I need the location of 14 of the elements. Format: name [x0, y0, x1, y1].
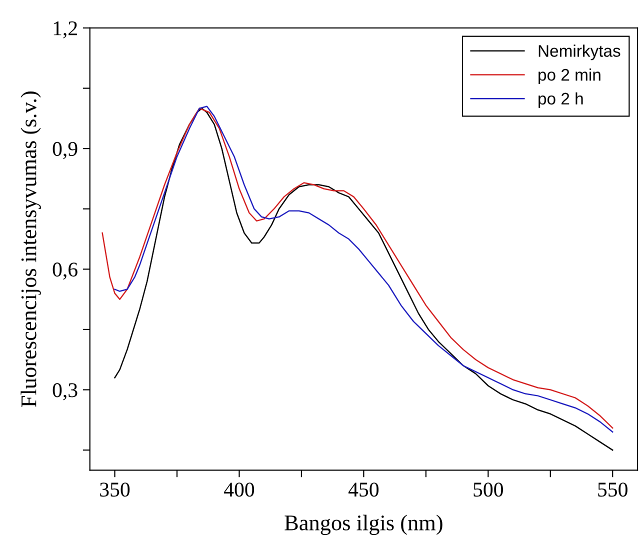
- legend-label: Nemirkytas: [538, 44, 620, 60]
- y-axis-title: Fluorescencijos intensyvumas (s.v.): [20, 92, 41, 407]
- legend-label: po 2 h: [538, 92, 583, 108]
- x-tick-label: 450: [348, 482, 379, 497]
- legend-label: po 2 min: [538, 68, 600, 84]
- y-tick-label: 0,9: [52, 142, 78, 159]
- y-tick-label: 0,3: [52, 383, 78, 400]
- x-axis-title: Bangos ilgis (nm): [284, 514, 442, 535]
- x-tick-label: 400: [224, 482, 254, 497]
- y-tick-label: 0,6: [52, 262, 78, 280]
- y-tick-label: 1,2: [54, 21, 77, 38]
- x-tick-label: 350: [100, 482, 130, 497]
- x-tick-label: 500: [474, 482, 503, 497]
- x-tick-label: 550: [598, 482, 628, 497]
